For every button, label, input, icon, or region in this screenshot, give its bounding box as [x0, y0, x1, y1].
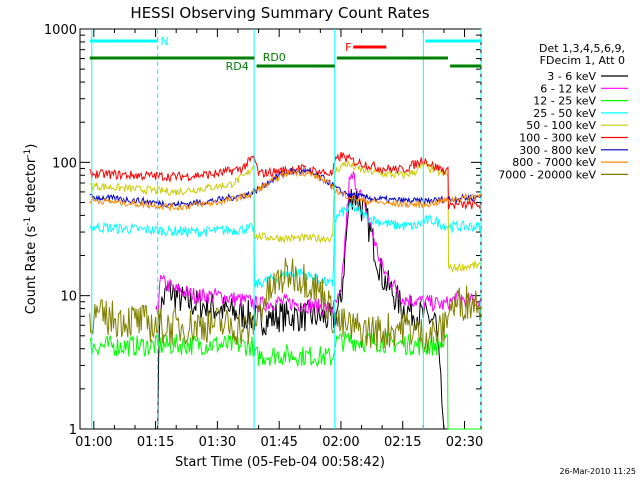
- plot-frame: [79, 28, 482, 430]
- legend-header-2: FDecim 1, Att 0: [540, 54, 625, 67]
- legend-label: 25 - 50 keV: [533, 107, 596, 120]
- decimation-label-rd4: RD4: [226, 60, 249, 73]
- x-tick-label: 01:00: [75, 435, 112, 450]
- legend-label: 800 - 7000 keV: [512, 156, 596, 169]
- chart-title: HESSI Observing Summary Count Rates: [130, 4, 429, 22]
- series-line-25-50-kev: [89, 201, 482, 289]
- chart-series: [89, 151, 482, 430]
- x-tick-label: 01:30: [199, 435, 236, 450]
- legend-header-1: Det 1,3,4,5,6,9,: [539, 42, 625, 55]
- legend: Det 1,3,4,5,6,9, FDecim 1, Att 0 3 - 6 k…: [498, 42, 628, 181]
- chart-annotations: N F RD0 RD4: [89, 29, 482, 429]
- night-label: N: [161, 35, 169, 48]
- legend-label: 12 - 25 keV: [533, 95, 596, 108]
- series-line-12-25-kev: [89, 330, 481, 430]
- y-axis-label-main: Count Rate (s: [24, 226, 39, 315]
- x-tick-label: 02:30: [446, 435, 483, 450]
- y-axis-label-sup1: -1: [23, 217, 33, 226]
- y-axis-label: Count Rate (s-1 detector-1): [23, 144, 39, 315]
- series-line-3-6-kev: [89, 189, 481, 430]
- decimation-label-rd0: RD0: [263, 51, 286, 64]
- flare-label: F: [345, 41, 351, 54]
- y-tick-label: 1: [69, 423, 77, 438]
- x-tick-label: 02:15: [384, 435, 421, 450]
- x-tick-label: 02:00: [322, 435, 359, 450]
- series-line-50-100-kev: [89, 160, 482, 274]
- y-axis-label-end: ): [24, 144, 39, 149]
- legend-label: 7000 - 20000 keV: [498, 168, 596, 181]
- legend-label: 100 - 300 keV: [519, 132, 596, 145]
- y-axis-label-mid: detector: [24, 157, 39, 217]
- x-tick-label: 01:45: [260, 435, 297, 450]
- series-line-6-12-kev: [155, 170, 482, 317]
- y-tick-label: 10: [60, 290, 77, 305]
- legend-label: 50 - 100 keV: [526, 119, 596, 132]
- x-axis-label: Start Time (05-Feb-04 00:58:42): [175, 455, 385, 470]
- x-tick-label: 01:15: [137, 435, 174, 450]
- legend-label: 6 - 12 keV: [540, 82, 596, 95]
- chart-ticks: 01:00 01:15 01:30 01:45 02:00 02:15 02:30 1 10 10…: [44, 23, 483, 450]
- series-line-100-300-kev: [89, 151, 482, 211]
- y-axis-label-sup2: -1: [23, 149, 33, 158]
- y-tick-label: 100: [52, 156, 77, 171]
- timestamp: 26-Mar-2010 11:25: [560, 467, 637, 476]
- y-tick-label: 1000: [44, 23, 77, 38]
- series-line-800-7000-kev: [89, 167, 482, 212]
- legend-label: 3 - 6 keV: [547, 70, 596, 83]
- legend-label: 300 - 800 keV: [519, 144, 596, 157]
- series-line-7000-20000-kev: [89, 257, 482, 354]
